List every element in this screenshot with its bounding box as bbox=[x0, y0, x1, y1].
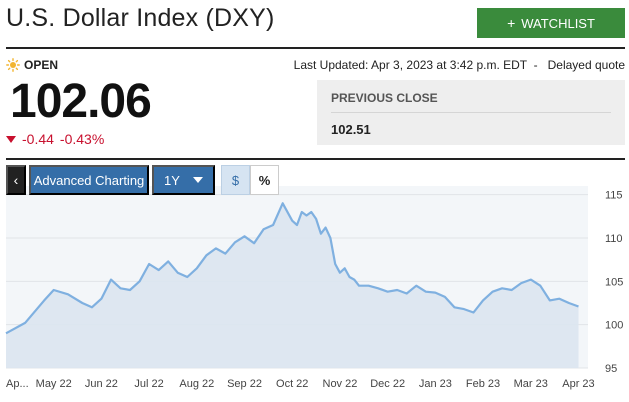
chart-area-fill bbox=[6, 203, 579, 368]
x-tick-label: Nov 22 bbox=[323, 378, 358, 390]
y-tick-label: 110 bbox=[605, 233, 623, 245]
change-percent: -0.43% bbox=[59, 131, 105, 147]
watchlist-button[interactable]: + WATCHLIST bbox=[477, 8, 625, 38]
x-tick-label: Aug 22 bbox=[179, 378, 214, 390]
sun-icon bbox=[6, 58, 20, 72]
x-tick-label: Jun 22 bbox=[85, 378, 118, 390]
current-price: 102.06 bbox=[10, 75, 152, 128]
x-tick-label: Jul 22 bbox=[134, 378, 163, 390]
down-arrow-icon bbox=[6, 135, 16, 143]
x-tick-label: Mar 23 bbox=[514, 378, 548, 390]
delay-note: Delayed quote bbox=[547, 58, 625, 72]
dollar-toggle[interactable]: $ bbox=[221, 165, 250, 195]
x-tick-label: Apr 23 bbox=[562, 378, 594, 390]
previous-close-value: 102.51 bbox=[331, 122, 371, 137]
price-chart: 95 100 105 110 115 Ap... May 22 Jun 22 Jul 22 Aug… bbox=[0, 186, 629, 402]
header-divider bbox=[6, 47, 625, 49]
x-tick-label: Sep 22 bbox=[227, 378, 262, 390]
percent-toggle[interactable]: % bbox=[250, 165, 279, 195]
y-tick-label: 115 bbox=[605, 190, 623, 202]
chart-svg: 95 100 105 110 115 Ap... May 22 Jun 22 Jul 22 Aug… bbox=[5, 186, 623, 390]
x-tick-label: Ap... bbox=[6, 378, 29, 390]
range-dropdown[interactable]: 1Y bbox=[152, 165, 215, 195]
status-label: OPEN bbox=[24, 58, 59, 72]
price-change: -0.44 -0.43% bbox=[6, 131, 104, 147]
section-divider bbox=[6, 158, 625, 160]
watchlist-label: WATCHLIST bbox=[521, 15, 595, 31]
caret-down-icon bbox=[193, 177, 203, 183]
x-tick-label: Dec 22 bbox=[370, 378, 405, 390]
chevron-left-icon[interactable]: ‹ bbox=[6, 165, 26, 195]
last-updated: Last Updated: Apr 3, 2023 at 3:42 p.m. E… bbox=[293, 58, 625, 72]
chart-series-line bbox=[5, 202, 579, 335]
previous-close-panel: PREVIOUS CLOSE 102.51 bbox=[317, 80, 625, 145]
x-tick-label: Oct 22 bbox=[276, 378, 308, 390]
y-tick-label: 95 bbox=[605, 363, 617, 375]
range-label: 1Y bbox=[164, 172, 180, 188]
x-tick-label: May 22 bbox=[36, 378, 72, 390]
last-updated-text: Last Updated: Apr 3, 2023 at 3:42 p.m. E… bbox=[293, 58, 527, 72]
y-tick-label: 100 bbox=[605, 320, 623, 332]
page-title: U.S. Dollar Index (DXY) bbox=[6, 4, 275, 32]
plus-icon: + bbox=[507, 15, 516, 31]
market-status: OPEN bbox=[6, 58, 58, 72]
y-tick-label: 105 bbox=[605, 276, 623, 288]
x-tick-label: Jan 23 bbox=[419, 378, 452, 390]
previous-close-divider bbox=[331, 112, 611, 113]
chart-toolbar: ‹ Advanced Charting 1Y $ % bbox=[6, 165, 279, 195]
change-value: -0.44 bbox=[22, 131, 54, 147]
advanced-charting-button[interactable]: Advanced Charting bbox=[29, 165, 149, 195]
previous-close-label: PREVIOUS CLOSE bbox=[331, 91, 438, 105]
x-tick-label: Feb 23 bbox=[466, 378, 500, 390]
